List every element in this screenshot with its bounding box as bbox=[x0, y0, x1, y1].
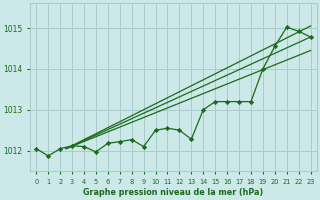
X-axis label: Graphe pression niveau de la mer (hPa): Graphe pression niveau de la mer (hPa) bbox=[83, 188, 264, 197]
